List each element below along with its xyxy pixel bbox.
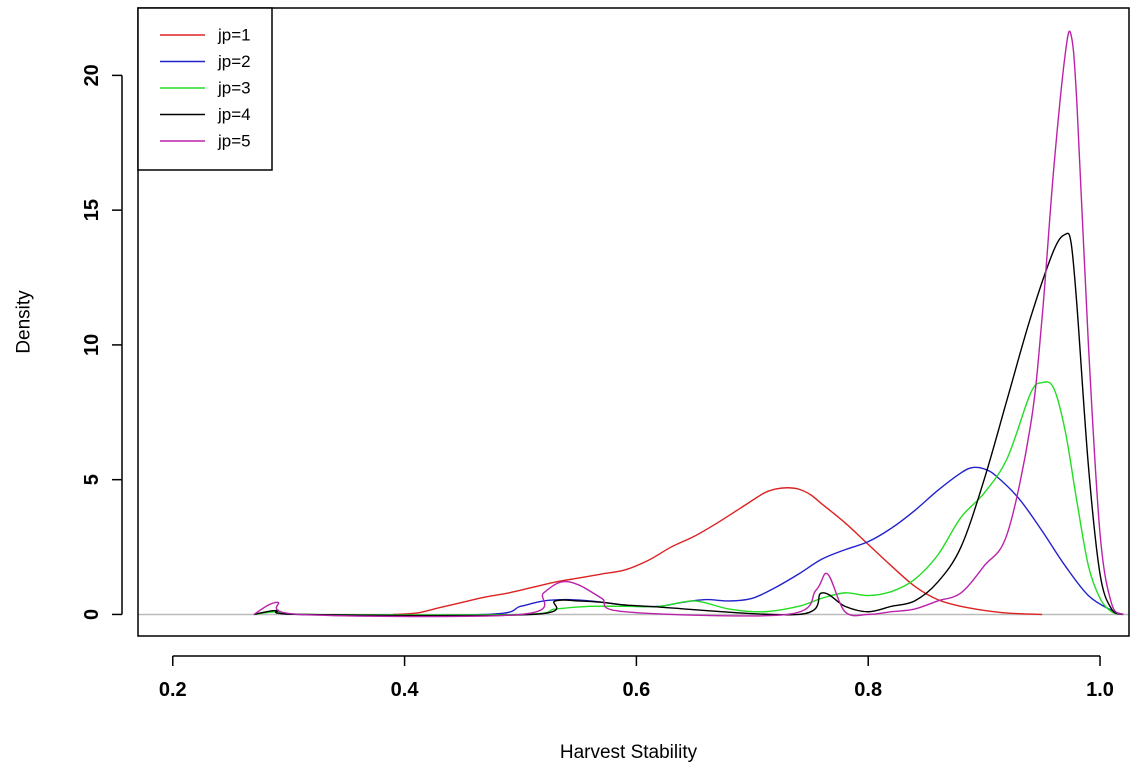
y-axis: 0 5 10 15 20 — [81, 64, 123, 620]
legend-label: jp=5 — [217, 132, 251, 151]
series-line-5 — [253, 30, 1124, 618]
series-layer — [253, 30, 1124, 618]
legend-box — [137, 7, 273, 171]
legend-label: jp=3 — [217, 79, 251, 98]
x-tick-label: 0.4 — [391, 679, 420, 701]
y-tick-label: 15 — [81, 199, 103, 221]
y-axis-title: Density — [14, 290, 35, 354]
series-line-2 — [253, 466, 1124, 616]
x-axis-title: Harvest Stability — [560, 742, 698, 763]
series-line-4 — [253, 232, 1124, 617]
x-tick-label: 1.0 — [1086, 679, 1114, 701]
y-tick-label: 5 — [81, 474, 103, 485]
x-tick-label: 0.8 — [854, 679, 882, 701]
y-tick-label: 10 — [81, 334, 103, 356]
x-tick-label: 0.2 — [159, 679, 187, 701]
plot-frame — [137, 7, 1130, 637]
y-tick-label: 20 — [81, 64, 103, 86]
series-line-1 — [392, 487, 1043, 616]
legend-label: jp=4 — [217, 105, 251, 124]
legend-label: jp=1 — [217, 26, 251, 45]
series-line-3 — [253, 381, 1124, 616]
legend-label: jp=2 — [217, 52, 251, 71]
x-tick-label: 0.6 — [622, 679, 650, 701]
y-tick-label: 0 — [81, 609, 103, 620]
x-axis: 0.2 0.4 0.6 0.8 1.0 — [159, 655, 1114, 701]
legend: jp=1 jp=2 jp=3 jp=4 jp=5 — [137, 7, 273, 171]
